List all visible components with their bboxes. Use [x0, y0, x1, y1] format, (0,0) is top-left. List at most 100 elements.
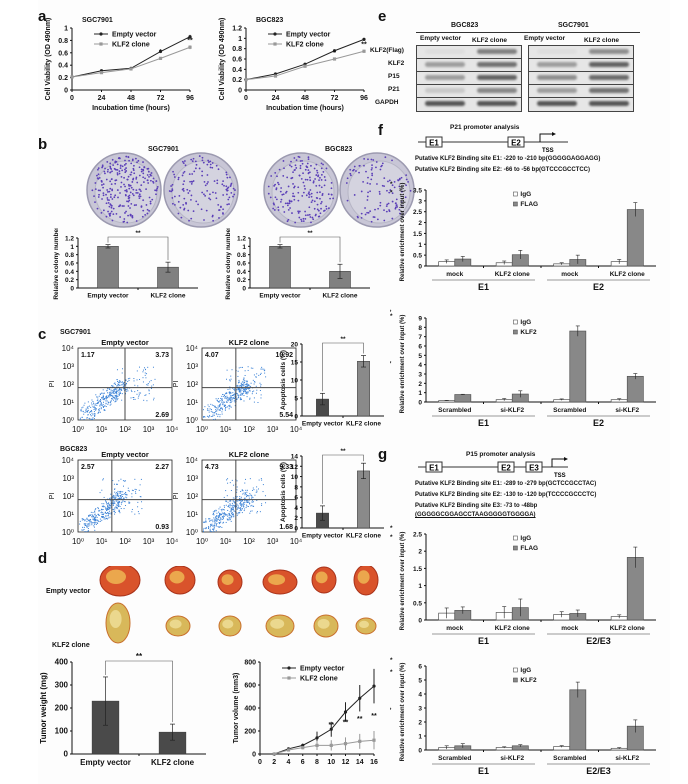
flow-event-dot	[131, 496, 133, 498]
colony-dot	[142, 181, 145, 183]
flow-event-dot	[146, 400, 148, 402]
flow-event-dot	[224, 401, 226, 403]
y-tick-label: 10	[291, 378, 299, 385]
flow-event-dot	[244, 387, 246, 389]
flow-event-dot	[236, 399, 238, 401]
flow-event-dot	[113, 383, 115, 385]
flow-event-dot	[231, 502, 233, 504]
flow-event-dot	[84, 402, 86, 404]
flow-event-dot	[97, 508, 99, 510]
colony-dot	[115, 168, 118, 171]
flow-event-dot	[102, 513, 104, 515]
flow-event-dot	[232, 506, 234, 508]
flow-event-dot	[231, 512, 233, 514]
flow-event-dot	[236, 514, 238, 516]
y-tick-label: 2	[418, 549, 422, 556]
colony-dot	[230, 182, 233, 185]
flow-event-dot	[226, 392, 228, 394]
colony-dot	[120, 186, 122, 188]
flow-event-dot	[224, 397, 226, 399]
flow-event-dot	[220, 517, 222, 519]
colony-dot	[146, 212, 149, 215]
flow-event-dot	[94, 517, 96, 519]
x-tick-label: 8	[315, 759, 319, 766]
x-category-label: mock	[446, 625, 463, 632]
flow-event-dot	[220, 407, 222, 409]
blot-protein-label: GAPDH	[375, 99, 399, 106]
y-tick-label: 0.4	[232, 67, 242, 74]
colony-dot	[142, 169, 145, 172]
colony-dot	[201, 174, 204, 177]
quadrant-lower-right-value: 1.68	[279, 524, 293, 531]
flow-event-dot	[94, 520, 96, 522]
colony-dot	[325, 205, 328, 208]
flow-event-dot	[147, 383, 149, 385]
flow-event-dot	[241, 383, 243, 385]
colony-dot	[211, 215, 214, 218]
flow-event-dot	[231, 512, 233, 514]
flow-event-dot	[238, 379, 240, 381]
flow-event-dot	[137, 506, 139, 508]
data-point	[343, 742, 348, 746]
colony-dot	[155, 189, 158, 192]
flow-event-dot	[249, 503, 251, 505]
colony-dot	[121, 165, 124, 168]
colony-dot	[388, 179, 391, 182]
flow-event-dot	[205, 521, 207, 523]
flow-event-dot	[119, 490, 121, 492]
flow-event-dot	[103, 516, 105, 518]
colony-dot	[398, 208, 401, 211]
flow-event-dot	[104, 512, 106, 514]
flow-event-dot	[112, 386, 114, 388]
flow-event-dot	[106, 390, 108, 392]
x-axis-label: Incubation time (hours)	[266, 105, 344, 112]
flow-event-dot	[210, 408, 212, 410]
flow-event-dot	[119, 382, 121, 384]
flow-event-dot	[247, 387, 249, 389]
flow-y-tick-label: 10³	[186, 474, 198, 483]
flow-event-dot	[110, 512, 112, 514]
flow-event-dot	[223, 404, 225, 406]
colony-dot	[132, 167, 135, 170]
colony-dot	[300, 177, 303, 180]
flow-event-dot	[91, 522, 93, 524]
flow-event-dot	[234, 392, 236, 394]
flow-event-dot	[121, 384, 123, 386]
flow-event-dot	[208, 518, 210, 520]
flow-event-dot	[109, 507, 111, 509]
y-tick-label: 1.5	[413, 566, 422, 573]
flow-event-dot	[88, 525, 90, 527]
flow-event-dot	[231, 398, 233, 400]
flow-event-dot	[99, 405, 101, 407]
colony-dot	[110, 204, 113, 207]
colony-dot	[304, 214, 307, 217]
x-category-label: Empty vector	[87, 293, 129, 300]
flow-event-dot	[229, 405, 231, 407]
flow-event-dot	[219, 404, 221, 406]
colony-dot	[98, 177, 101, 179]
flow-event-dot	[248, 390, 250, 392]
flow-event-dot	[98, 408, 100, 410]
flow-event-dot	[107, 395, 109, 397]
flow-event-dot	[248, 499, 250, 501]
flow-event-dot	[214, 522, 216, 524]
flow-event-dot	[228, 504, 230, 506]
colony-dot	[284, 202, 287, 205]
significance-marker: **	[371, 713, 377, 720]
colony-dot	[125, 170, 128, 172]
colony-dot	[323, 184, 326, 187]
flow-event-dot	[232, 509, 234, 511]
flow-event-dot	[108, 395, 110, 397]
flow-event-dot	[91, 514, 93, 516]
flow-y-axis-label: PI	[173, 381, 180, 388]
data-point	[315, 743, 319, 747]
flow-event-dot	[119, 497, 121, 499]
colony-dot	[372, 159, 375, 161]
data-point	[244, 78, 248, 82]
colony-dot	[222, 194, 225, 196]
colony-dot	[381, 164, 383, 167]
colony-dot	[111, 198, 114, 200]
flow-event-dot	[115, 400, 117, 402]
flow-event-dot	[244, 501, 246, 503]
